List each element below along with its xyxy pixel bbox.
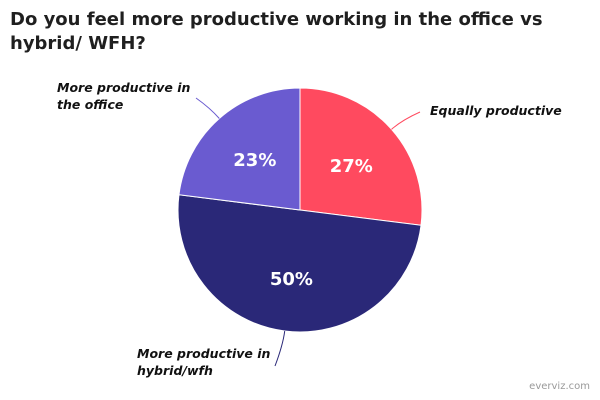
slice-category-label-2: More productive in the office [57,80,190,112]
slice-value-label-2: 23% [233,150,276,171]
credit-text[interactable]: everviz.com [529,381,590,392]
slice-category-label-0: Equally productive [430,103,562,118]
label-connector-2 [195,97,220,119]
chart-title: Do you feel more productive working in t… [10,9,543,54]
label-connector-1 [274,330,286,367]
pie-slice-0[interactable] [299,87,423,226]
slice-value-label-1: 50% [270,269,313,290]
slice-value-label-0: 27% [330,156,373,177]
pie-slices [177,87,423,333]
slice-category-label-1: More productive in hybrid/wfh [137,346,270,378]
slice-value-labels: 27% 50% 23% [233,150,373,290]
label-connector-0 [391,111,421,130]
slice-category-labels: Equally productive More productive in hybr… [57,80,562,378]
label-connectors [195,97,421,367]
